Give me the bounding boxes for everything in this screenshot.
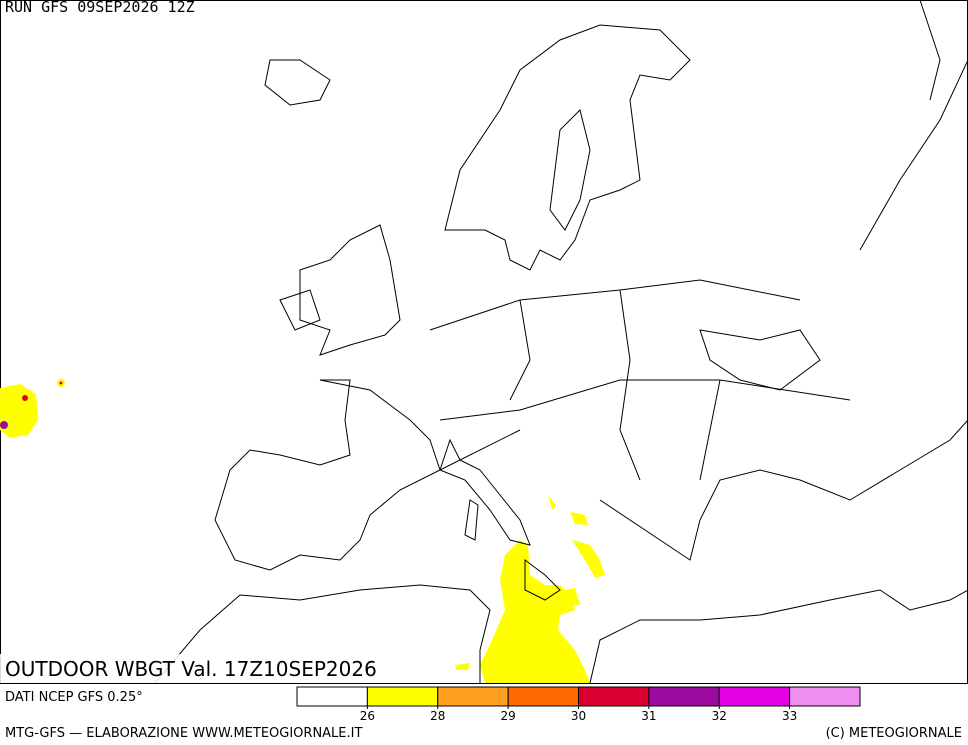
run-label: RUN GFS 09SEP2026 12Z — [5, 0, 195, 16]
wbgt-area — [0, 379, 605, 683]
title-backdrop — [0, 654, 390, 683]
colorbar-tick-label: 30 — [571, 709, 586, 723]
colorbar-segment — [648, 686, 720, 707]
map: RUN GFS 09SEP2026 12Z OUTDOOR WBGT Val. … — [0, 0, 968, 684]
copyright-label: (C) METEOGIORNALE — [826, 726, 962, 741]
colorbar-tick-label: 33 — [782, 709, 797, 723]
colorbar-segment — [296, 686, 368, 707]
map-title: OUTDOOR WBGT Val. 17Z10SEP2026 — [5, 657, 377, 681]
colorbar-segment — [366, 686, 439, 707]
colorbar-tick-label: 31 — [641, 709, 656, 723]
footer: DATI NCEP GFS 0.25° MTG-GFS — ELABORAZIO… — [5, 690, 962, 741]
colorbar: 26 28 29 30 31 32 33 — [296, 686, 861, 723]
colorbar-tick-label: 28 — [430, 709, 445, 723]
colorbar-tick-label: 26 — [360, 709, 375, 723]
colorbar-segment — [789, 686, 861, 707]
colorbar-segment — [507, 686, 579, 707]
wbgt-high — [0, 381, 63, 429]
map-frame — [0, 0, 968, 684]
credit-label: MTG-GFS — ELABORAZIONE WWW.METEOGIORNALE… — [5, 726, 362, 741]
source-label: DATI NCEP GFS 0.25° — [5, 690, 143, 705]
colorbar-segment — [437, 686, 509, 707]
colorbar-segment — [718, 686, 791, 707]
colorbar-tick-label: 32 — [712, 709, 727, 723]
colorbar-segment — [578, 686, 650, 707]
colorbar-tick-label: 29 — [500, 709, 515, 723]
border — [429, 279, 851, 481]
coastline — [154, 0, 968, 684]
